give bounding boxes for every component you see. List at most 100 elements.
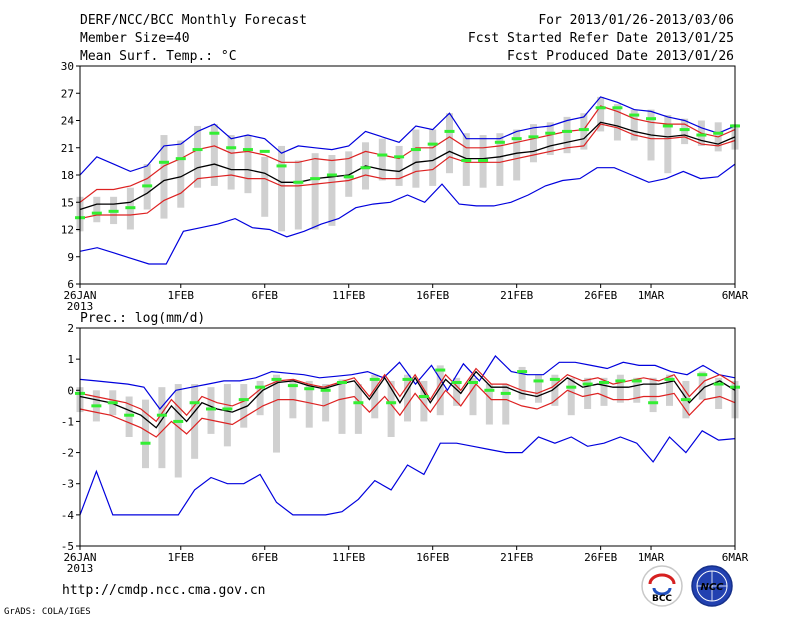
median-mark (680, 398, 691, 402)
x-tick-label: 1FEB (168, 551, 195, 564)
range-bar (496, 133, 504, 186)
range-bar (294, 160, 302, 230)
range-bar (371, 374, 379, 419)
range-bar (322, 384, 330, 422)
x-tick-label: 21FEB (500, 551, 533, 564)
median-mark (478, 158, 489, 162)
bcc-logo: BCC (641, 565, 683, 607)
series-line-spread-lower (79, 123, 736, 220)
range-bar (256, 380, 264, 416)
median-mark (242, 148, 253, 152)
y-tick-label: 27 (61, 87, 74, 100)
x-tick-label: 26FEB (584, 289, 617, 302)
median-mark (517, 370, 528, 374)
median-mark (418, 395, 429, 399)
median-mark (511, 137, 522, 141)
range-bar (502, 384, 510, 425)
series-line-spread-upper (79, 105, 736, 203)
x-tick-label: 6FEB (251, 551, 278, 564)
median-mark (468, 381, 478, 384)
variable-label: Mean Surf. Temp.: °C (80, 49, 237, 64)
median-mark (394, 155, 405, 159)
series-line-spread-upper (79, 367, 736, 423)
median-mark (209, 131, 220, 135)
median-mark (528, 135, 539, 139)
footer-url[interactable]: http://cmdp.ncc.cma.gov.cn (62, 583, 266, 598)
y-tick-label: 1 (67, 353, 74, 366)
range-bar (445, 113, 453, 174)
y-tick-label: 24 (61, 115, 75, 128)
x-tick-label: 6FEB (251, 289, 278, 302)
range-bar (158, 387, 166, 469)
median-mark (360, 166, 371, 170)
range-bar (240, 384, 248, 428)
range-bar (177, 140, 185, 208)
median-mark (156, 413, 167, 417)
median-mark (222, 407, 233, 411)
x-tick-label: 1MAR (638, 289, 665, 302)
median-mark (173, 419, 184, 423)
median-mark (697, 373, 708, 377)
precip-panel-title: Prec.: log(mm/d) (80, 311, 205, 326)
x-tick-label: 11FEB (332, 289, 365, 302)
median-mark (287, 384, 298, 388)
range-bar (633, 377, 641, 403)
series-line-ensemble-mean (79, 121, 736, 211)
median-mark (326, 173, 337, 177)
precipitation-plot-frame (79, 327, 736, 547)
median-mark (629, 113, 640, 117)
range-bar (191, 384, 199, 459)
median-mark (386, 401, 397, 405)
median-mark (369, 377, 380, 381)
member-size: Member Size=40 (80, 31, 190, 46)
ncc-logo-text: NCC (700, 582, 724, 593)
median-mark (679, 128, 690, 132)
range-bar (404, 374, 411, 422)
median-mark (124, 413, 135, 417)
range-bar (142, 399, 149, 469)
range-bar (174, 384, 182, 478)
range-bar (567, 377, 575, 416)
range-bar (338, 379, 346, 434)
ncc-logo: NCC (691, 565, 733, 607)
median-mark (353, 401, 364, 405)
median-mark (377, 153, 388, 157)
range-bar (261, 156, 269, 217)
x-tick-label: 6MAR (722, 551, 749, 564)
x-tick-label: 26JAN (63, 289, 96, 302)
median-mark (451, 381, 462, 384)
grads-credit: GrADS: COLA/IGES (4, 607, 91, 617)
precipitation-series-lines (79, 355, 736, 516)
range-bar (664, 115, 672, 174)
median-mark (484, 388, 495, 392)
range-bar (436, 365, 444, 416)
median-mark (320, 388, 331, 392)
median-mark (259, 149, 270, 153)
x-tick-label: 26JAN (63, 551, 96, 564)
range-bar (563, 116, 571, 154)
range-bar (546, 122, 554, 156)
series-line-max (79, 355, 736, 410)
y-tick-label: 15 (61, 196, 74, 209)
range-bar (244, 135, 252, 194)
range-bar (584, 377, 592, 409)
median-mark (646, 117, 657, 121)
figure-title: DERF/NCC/BCC Monthly Forecast (80, 13, 307, 28)
temperature-series-lines (79, 96, 736, 265)
range-bar (378, 138, 386, 181)
x-tick-label: 16FEB (416, 289, 449, 302)
median-mark (631, 379, 642, 383)
ncc-logo-grid-icon (697, 571, 727, 601)
series-line-max (79, 96, 736, 176)
range-bar (420, 380, 428, 422)
x-tick-year-label: 2013 (67, 300, 94, 313)
series-line-min (79, 430, 736, 516)
range-bar (485, 384, 493, 425)
range-bar (160, 135, 168, 219)
range-bar (518, 366, 526, 400)
median-mark (410, 148, 421, 152)
median-mark (545, 131, 556, 135)
range-bar (580, 113, 588, 150)
